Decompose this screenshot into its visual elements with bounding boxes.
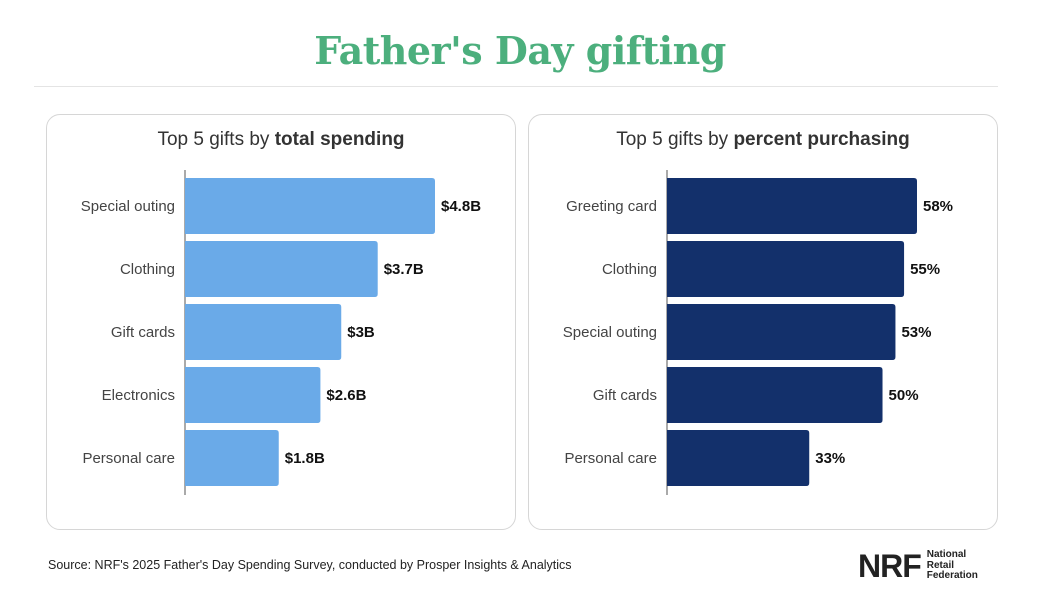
bar [185,430,279,486]
data-label: $3.7B [384,261,424,278]
chart-title-prefix: Top 5 gifts by [616,129,734,150]
chart-panel-total-spending: Top 5 gifts by total spending Special ou… [46,114,516,530]
data-label: 33% [815,450,845,467]
logo-wordmark: National Retail Federation [927,550,978,582]
chart-panel-percent-purchasing: Top 5 gifts by percent purchasing Greeti… [528,114,998,530]
category-label: Gift cards [593,387,657,404]
bar [185,367,321,423]
category-label: Gift cards [111,324,175,341]
category-label: Special outing [81,198,175,215]
data-label: $4.8B [441,198,481,215]
nrf-logo: NRF National Retail Federation [858,548,978,584]
data-label: 53% [901,324,931,341]
chart-title-bold: total spending [274,129,405,150]
logo-line: National [926,549,967,561]
data-label: 55% [910,261,940,278]
bar [667,430,810,486]
chart-title-bold: percent purchasing [733,129,910,150]
data-label: 50% [889,387,919,404]
category-label: Clothing [120,261,175,278]
page-title: Father's Day gifting [314,28,726,73]
category-label: Special outing [563,324,657,341]
bar [667,304,896,360]
chart-title: Top 5 gifts by percent purchasing [529,129,997,151]
bar [185,241,378,297]
category-label: Greeting card [566,198,657,215]
data-label: 58% [923,198,953,215]
data-label: $2.6B [326,387,366,404]
data-label: $3B [347,324,375,341]
bar-chart-percent-purchasing: Greeting card 58% Clothing 55% Special outin… [563,170,953,495]
logo-mark: NRF [858,548,922,584]
bar [667,178,917,234]
logo-line: Federation [926,570,978,582]
title-divider [34,86,998,87]
chart-title-prefix: Top 5 gifts by [157,129,275,150]
source-note: Source: NRF's 2025 Father's Day Spending… [48,558,572,572]
bar [667,241,905,297]
category-label: Personal care [564,450,657,467]
category-label: Clothing [602,261,657,278]
bar-chart-total-spending: Special outing $4.8B Clothing $3.7B Gift car… [81,170,481,495]
bar [185,178,435,234]
logo-line: Retail [926,559,954,571]
category-label: Electronics [102,387,175,404]
chart-title: Top 5 gifts by total spending [47,129,515,151]
bar [667,367,883,423]
data-label: $1.8B [285,450,325,467]
bar [185,304,342,360]
category-label: Personal care [82,450,175,467]
